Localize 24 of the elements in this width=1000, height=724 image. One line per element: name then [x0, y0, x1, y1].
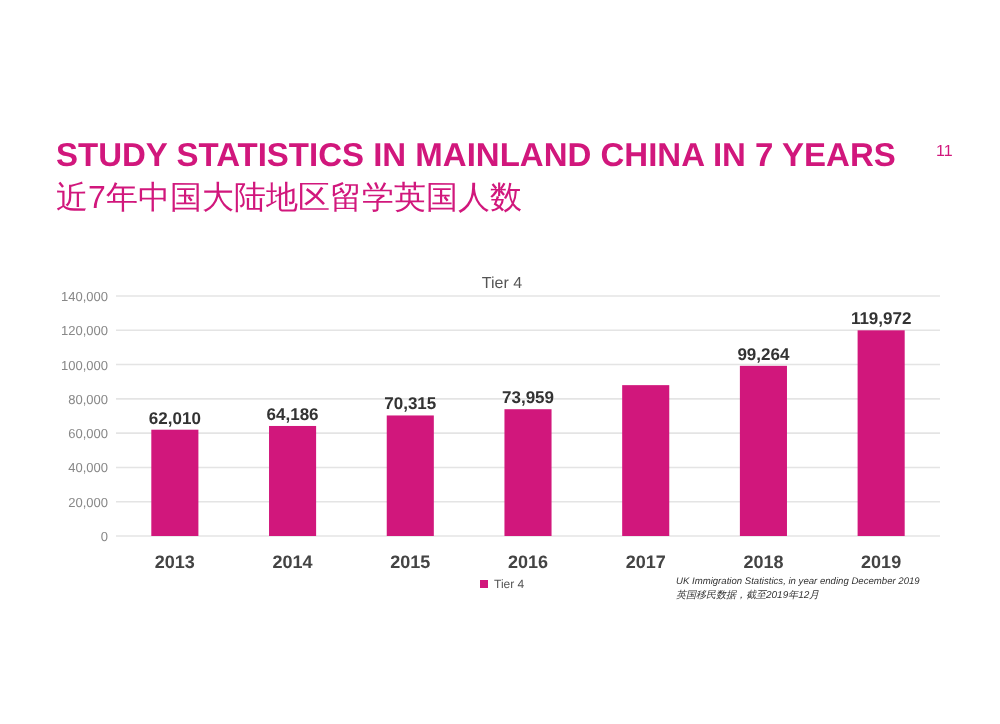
bar	[386, 415, 434, 536]
bar	[269, 425, 317, 536]
data-label: 64,186	[266, 403, 320, 424]
bar	[151, 429, 199, 536]
chart-subtitle: 近7年中国大陆地区留学英国人数	[56, 180, 522, 216]
bar	[504, 409, 552, 536]
bar	[739, 365, 787, 536]
x-tick-label: 2013	[154, 552, 195, 572]
data-label: 119,972	[850, 308, 912, 329]
chart-title: STUDY STATISTICS IN MAINLAND CHINA IN 7 YEARS	[56, 138, 896, 174]
text: Tier 4	[481, 274, 524, 292]
x-tick-label: 2018	[743, 552, 784, 572]
bar	[622, 385, 670, 536]
data-label: 73,959	[502, 387, 555, 408]
x-tick-label: 2017	[625, 552, 666, 572]
x-tick-label: 2016	[507, 552, 549, 572]
x-tick-label: 2019	[861, 552, 902, 572]
data-label: 62,010	[148, 407, 202, 428]
x-tick-label: 2015	[390, 552, 431, 572]
x-tick-label: 2014	[272, 552, 313, 572]
data-label: 99,264	[737, 343, 790, 364]
text: 11	[936, 142, 954, 160]
data-label: 70,315	[384, 393, 437, 414]
bar	[857, 330, 905, 536]
